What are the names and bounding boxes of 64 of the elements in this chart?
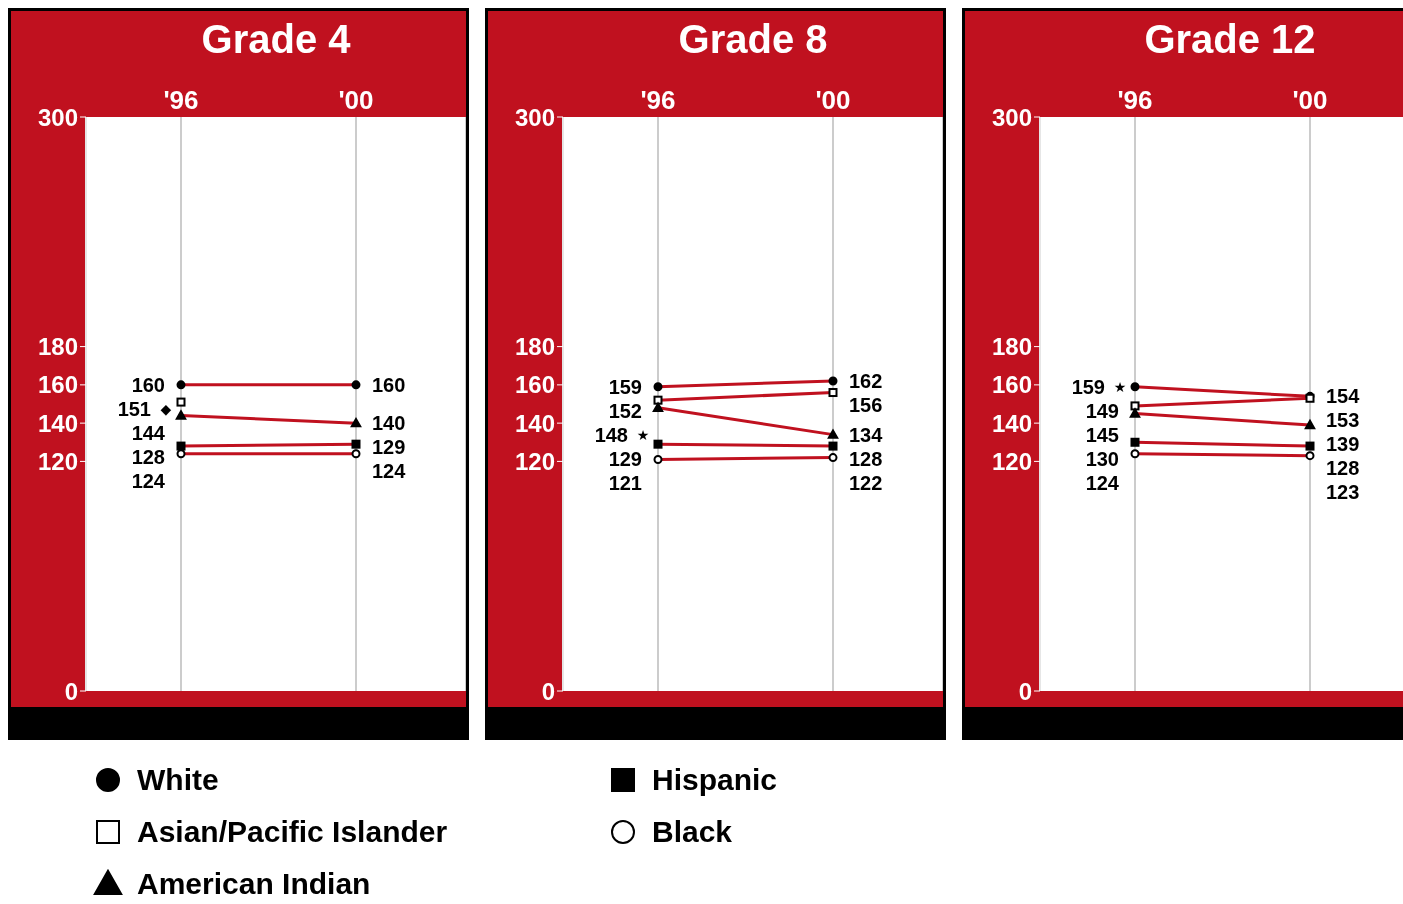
data-label: 148 [594, 423, 628, 446]
data-label: 124 [1085, 471, 1120, 494]
y-tick-label: 180 [514, 333, 555, 361]
data-label: 160 [131, 373, 165, 396]
data-label: 153 [1326, 409, 1360, 432]
y-tick-label: 300 [991, 103, 1032, 131]
data-label: 129 [608, 447, 642, 470]
data-label: 139 [1326, 433, 1360, 456]
x-tick-label: '00 [815, 85, 851, 115]
data-label: 124 [131, 469, 166, 492]
x-tick-label: '00 [338, 85, 374, 115]
data-label: 159 [1071, 375, 1105, 398]
data-label: 129 [372, 436, 406, 459]
legend-label: White [137, 763, 219, 797]
data-label: 145 [1085, 423, 1119, 446]
y-tick-label: 160 [514, 371, 555, 399]
y-tick-label: 180 [37, 333, 78, 361]
y-tick-label: 300 [37, 103, 78, 131]
data-label: 154 [1326, 385, 1361, 408]
y-tick-label: 160 [37, 371, 78, 399]
data-label: 122 [849, 471, 883, 494]
x-tick-label: '00 [1292, 85, 1328, 115]
x-tick-label: '96 [640, 85, 676, 115]
y-tick-label: 160 [991, 371, 1032, 399]
data-label: 162 [849, 370, 883, 393]
chart-title: Grade 8 [677, 16, 829, 63]
legend-label: Black [652, 815, 733, 849]
data-label: 123 [1326, 481, 1360, 504]
annotation: ◆ [160, 400, 172, 417]
annotation: ★ [636, 426, 650, 443]
y-tick-label: 120 [514, 447, 555, 475]
annotation: ★ [1113, 378, 1127, 395]
y-tick-label: 140 [991, 409, 1032, 437]
data-label: 144 [131, 421, 166, 444]
data-label: 128 [1326, 457, 1360, 480]
data-label: 124 [372, 460, 407, 483]
data-label: 152 [608, 399, 642, 422]
x-tick-label: '96 [163, 85, 199, 115]
data-label: 130 [1085, 447, 1119, 470]
y-tick-label: 0 [64, 677, 78, 705]
chart-title: Grade 4 [200, 16, 352, 63]
y-tick-label: 300 [514, 103, 555, 131]
y-tick-label: 180 [991, 333, 1032, 361]
data-label: 128 [849, 447, 883, 470]
data-label: 149 [1085, 399, 1119, 422]
data-label: 151 [117, 397, 151, 420]
data-label: 140 [372, 412, 406, 435]
data-label: 134 [849, 423, 884, 446]
data-label: 160 [372, 373, 406, 396]
x-tick-label: '96 [1117, 85, 1153, 115]
y-tick-label: 120 [991, 447, 1032, 475]
data-label: 128 [131, 445, 165, 468]
legend-label: Hispanic [652, 763, 778, 797]
legend-label: American Indian [137, 867, 371, 901]
data-label: 159 [608, 375, 642, 398]
legend-label: Asian/Pacific Islander [137, 815, 448, 849]
data-label: 121 [608, 471, 642, 494]
data-label: 156 [849, 394, 883, 417]
y-tick-label: 0 [1018, 677, 1032, 705]
chart-title: Grade 12 [1143, 16, 1317, 63]
y-tick-label: 140 [37, 409, 78, 437]
y-tick-label: 120 [37, 447, 78, 475]
y-tick-label: 140 [514, 409, 555, 437]
y-tick-label: 0 [541, 677, 555, 705]
